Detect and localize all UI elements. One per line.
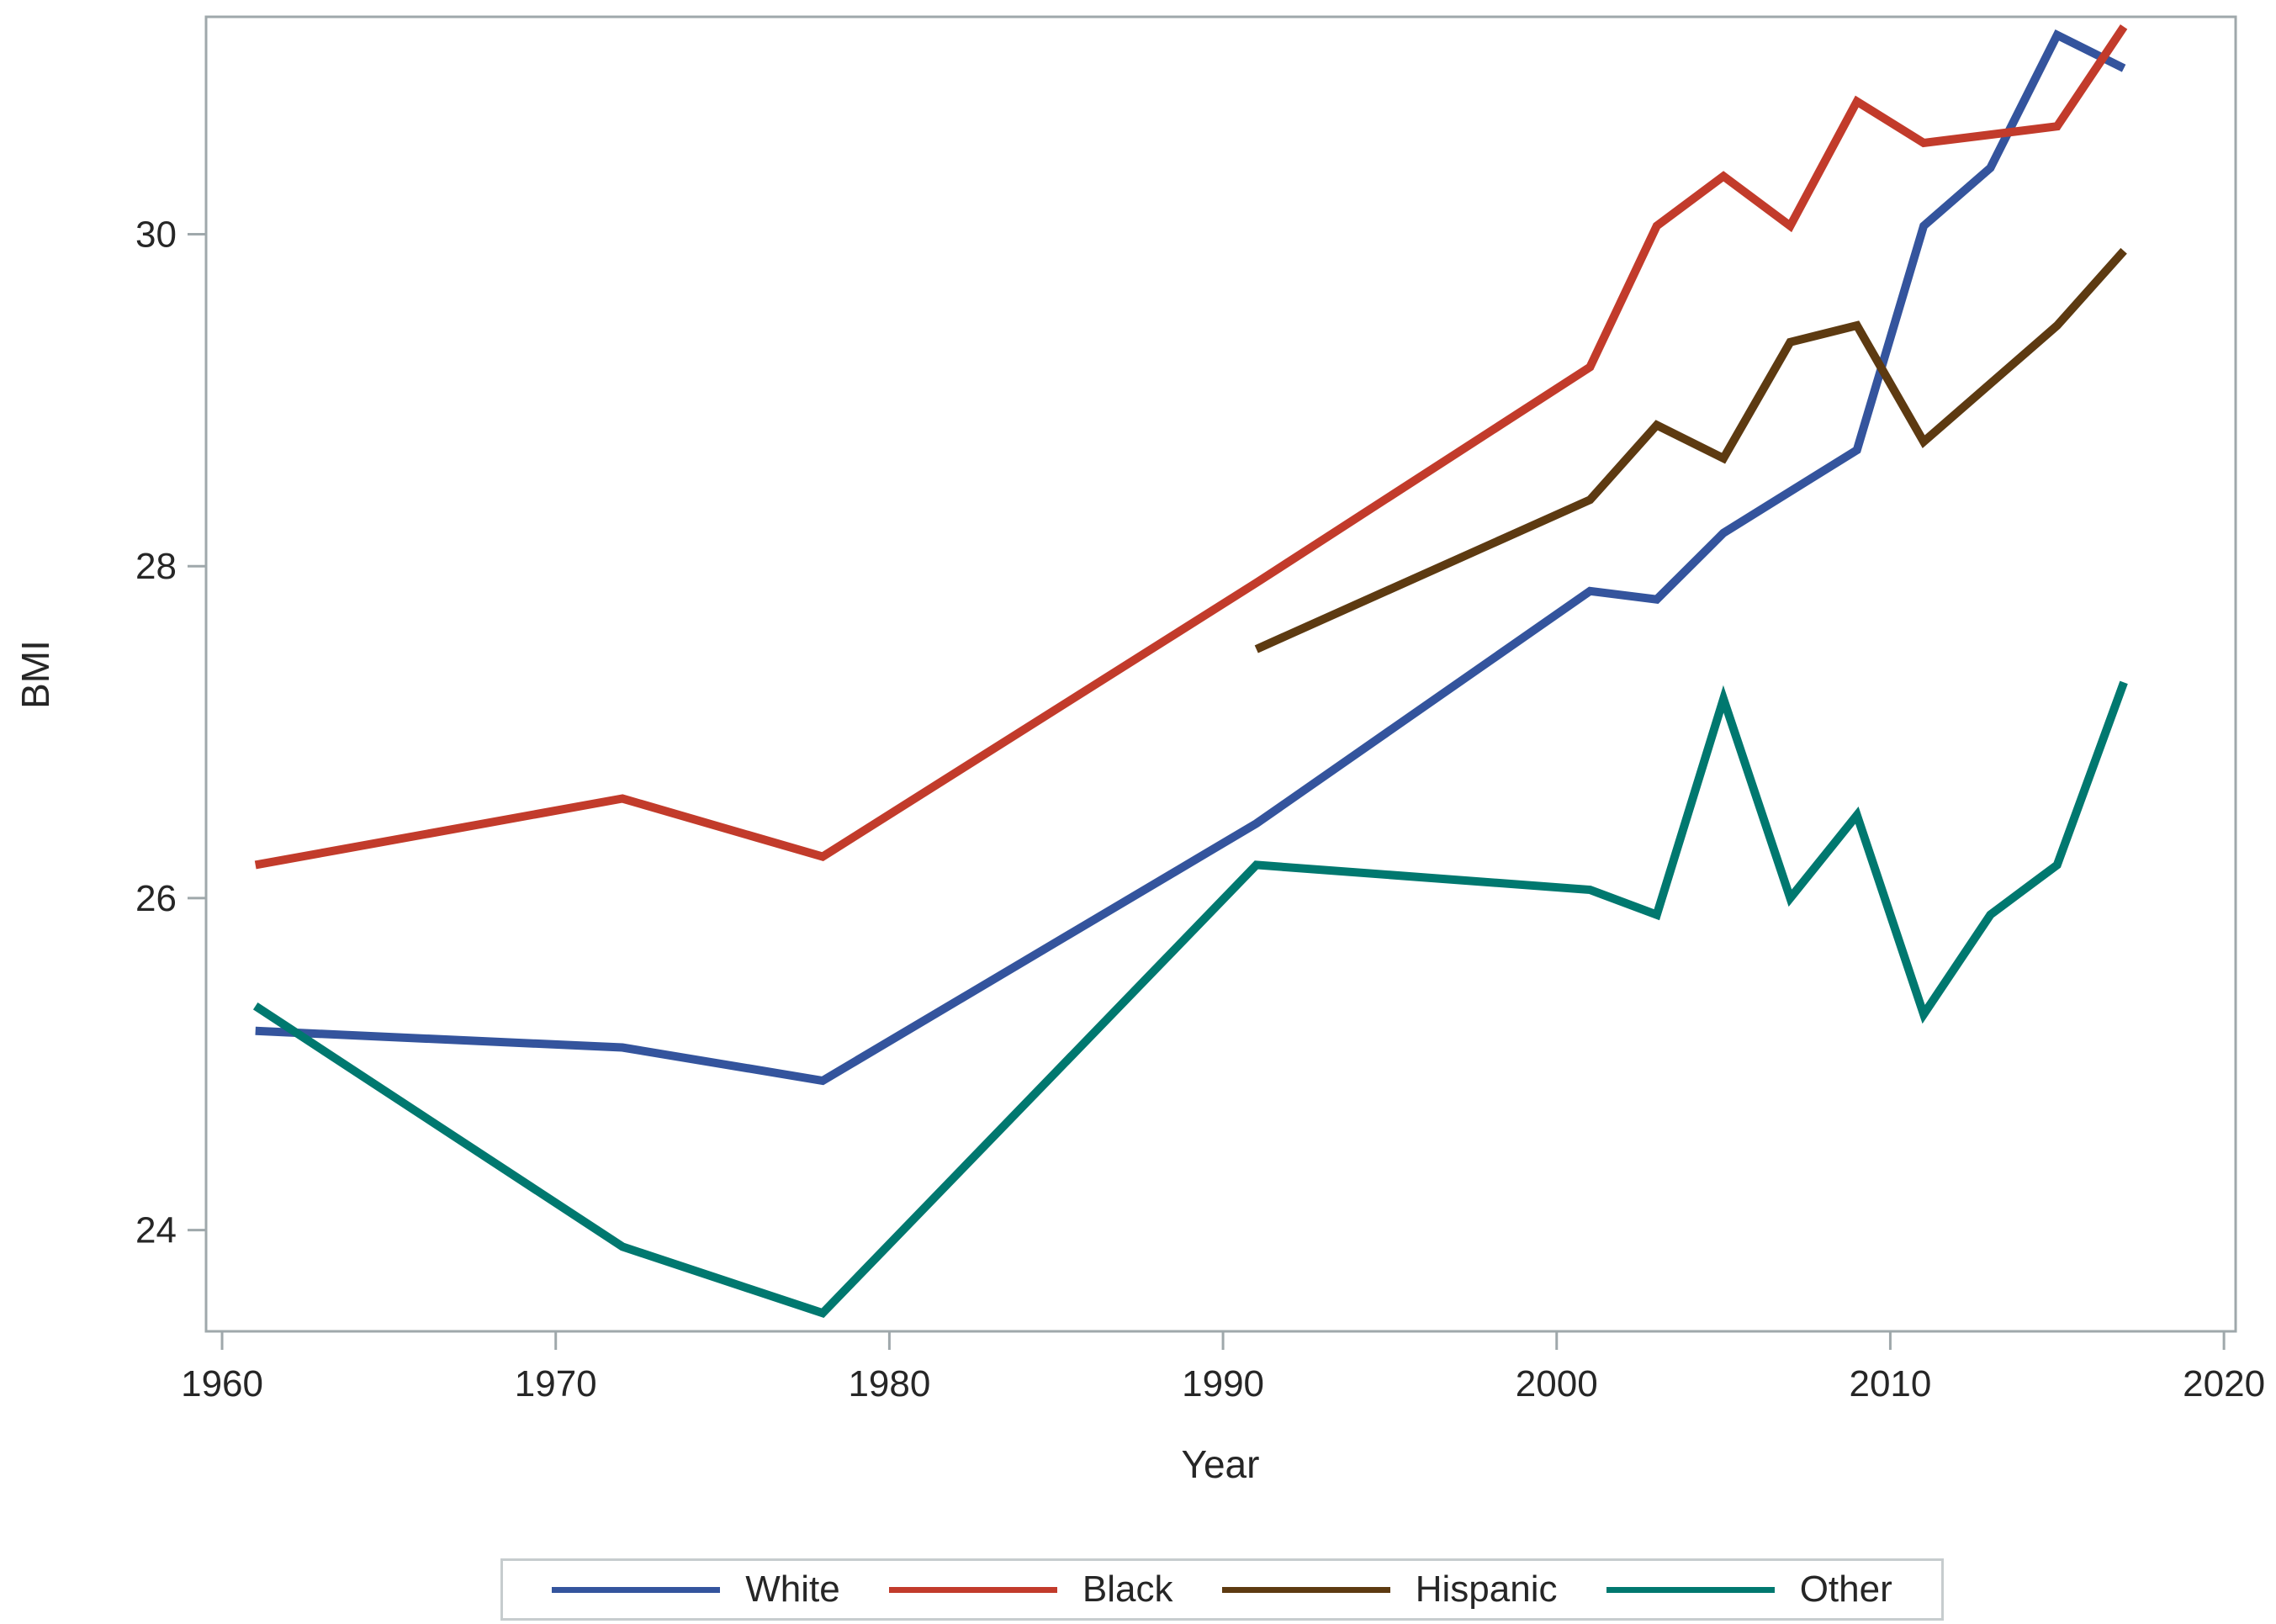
legend-swatch-other [1606,1586,1775,1593]
x-tick-label: 2010 [1849,1363,1931,1404]
legend-item-other: Other [1606,1568,1892,1611]
legend-swatch-black [888,1586,1057,1593]
y-tick-label: 30 [135,214,177,256]
legend-label-white: White [745,1568,840,1610]
series-line-other [252,680,2128,1319]
legend-item-hispanic: Hispanic [1221,1568,1558,1611]
series-lines [252,24,2128,1319]
y-tick-label: 24 [135,1210,177,1251]
legend-item-black: Black [888,1568,1173,1611]
plot-border [204,15,2237,1333]
legend-box: White Black Hispanic Other [500,1558,1944,1621]
x-tick-label: 1970 [515,1363,597,1404]
x-tick-label: 1960 [181,1363,263,1404]
y-axis-title: BMI [13,640,57,709]
x-axis-title: Year [1182,1442,1260,1486]
plot-frame [204,15,2237,1333]
legend-swatch-white [552,1586,721,1593]
legend-item-white: White [552,1568,840,1611]
x-tick-label: 2020 [2183,1363,2265,1404]
x-tick-label: 2000 [1516,1363,1598,1404]
legend-label-other: Other [1799,1568,1892,1610]
x-tick-label: 1990 [1182,1363,1264,1404]
x-tick-label: 1980 [848,1363,930,1404]
legend-label-black: Black [1082,1568,1173,1610]
series-line-white [255,29,2126,1086]
legend-label-hispanic: Hispanic [1415,1568,1558,1610]
series-line-black [254,24,2128,870]
axis-tick-labels: 1960 1970 1980 1990 2000 2010 2020 24 26 28 30 [135,214,2265,1404]
legend-swatch-hispanic [1221,1586,1390,1593]
axis-ticks [188,233,2226,1350]
series-line-hispanic [1254,247,2127,653]
y-tick-label: 28 [135,546,177,587]
y-tick-label: 26 [135,878,177,919]
